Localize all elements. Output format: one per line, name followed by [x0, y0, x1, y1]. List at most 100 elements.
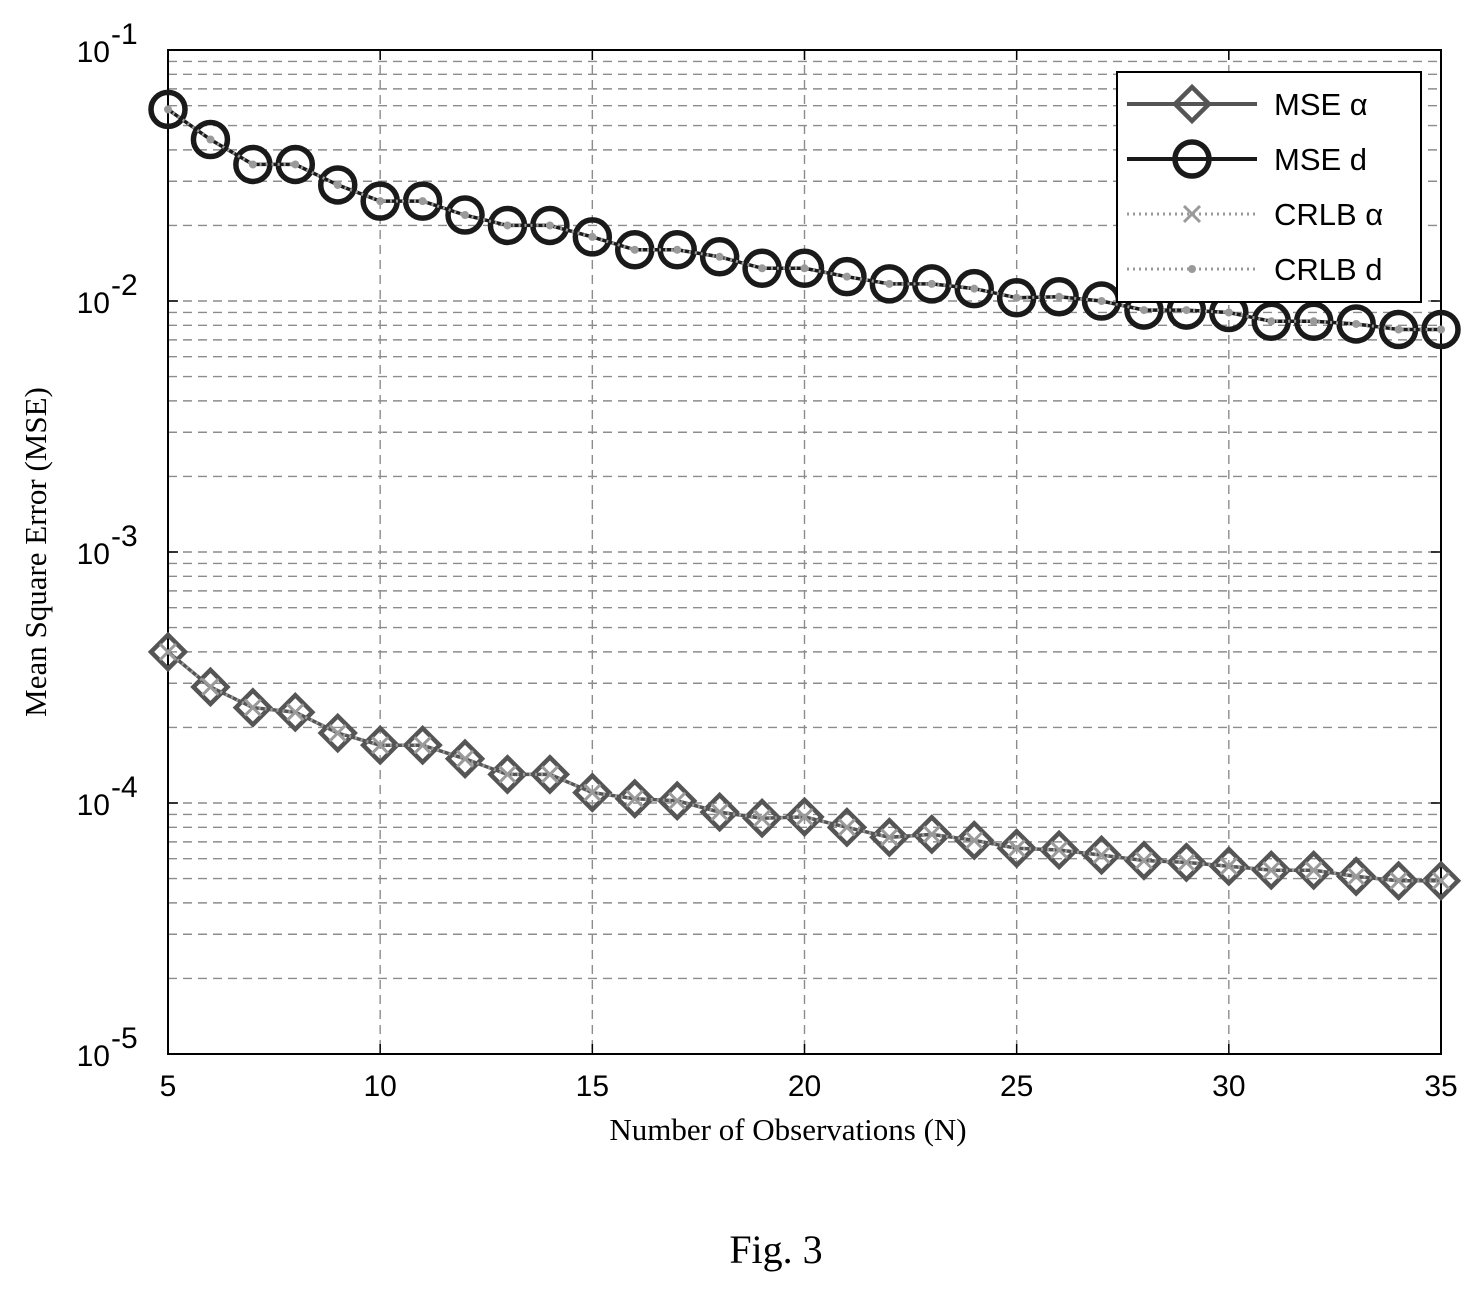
legend-label: CRLB d	[1274, 252, 1383, 287]
marker-diamond	[996, 828, 1037, 869]
marker-diamond	[869, 817, 910, 858]
x-axis-title: Number of Observations (N)	[609, 1112, 966, 1147]
marker-x-stroke	[795, 807, 814, 826]
marker-x	[965, 831, 984, 850]
marker-dot	[927, 279, 936, 288]
marker-diamond	[954, 820, 995, 861]
legend-label: CRLB α	[1274, 197, 1383, 232]
marker-diamond	[190, 666, 231, 708]
marker-x-stroke	[286, 703, 305, 722]
marker-x-stroke	[1389, 871, 1408, 890]
marker-x-stroke	[1219, 857, 1238, 876]
marker-dot	[376, 197, 385, 206]
marker-dot	[164, 105, 172, 114]
grid	[168, 50, 1441, 1054]
marker-dot	[545, 221, 554, 230]
marker-x-stroke	[625, 789, 644, 808]
x-tick-label: 25	[1000, 1070, 1033, 1103]
marker-dot	[1267, 317, 1276, 326]
marker-dot	[970, 284, 979, 293]
marker-diamond	[1081, 834, 1122, 876]
marker-dot	[1309, 317, 1318, 326]
marker-diamond	[614, 778, 655, 819]
marker-dot	[758, 264, 767, 273]
x-tick-label: 15	[576, 1070, 609, 1103]
marker-x-stroke	[922, 825, 941, 844]
marker-x-stroke	[1431, 871, 1451, 890]
marker-x-stroke	[1262, 861, 1281, 880]
y-tick-label: 10	[77, 789, 110, 822]
marker-x-stroke	[965, 831, 984, 850]
y-tick-label: 10	[77, 538, 110, 571]
marker-x	[540, 765, 559, 784]
marker-diamond	[444, 738, 486, 779]
marker-dot	[503, 221, 512, 230]
legend-label: MSE α	[1274, 87, 1368, 122]
marker-diamond	[317, 712, 358, 754]
marker-x-stroke	[1182, 204, 1202, 224]
marker-dot	[800, 264, 809, 273]
marker-x-stroke	[455, 749, 475, 768]
marker-x	[243, 698, 262, 717]
marker-diamond	[1166, 842, 1207, 883]
marker-diamond	[147, 631, 189, 673]
marker-dot	[206, 135, 215, 144]
series-3	[164, 105, 1445, 334]
marker-dot	[885, 279, 894, 288]
marker-dot	[333, 180, 342, 189]
marker-dot	[461, 211, 470, 220]
marker-circle	[190, 119, 231, 160]
marker-x-stroke	[1134, 851, 1154, 870]
marker-x-stroke	[1092, 846, 1111, 865]
figure-caption: Fig. 3	[729, 1227, 822, 1272]
marker-dot	[418, 197, 427, 206]
marker-dot	[1224, 308, 1233, 317]
marker-x	[286, 703, 305, 722]
marker-diamond	[1293, 849, 1334, 891]
marker-circle	[1039, 276, 1079, 317]
marker-diamond	[402, 724, 443, 766]
marker-x	[710, 803, 729, 822]
marker-dot	[1055, 292, 1064, 301]
marker-diamond	[657, 780, 698, 822]
marker-circle	[615, 230, 655, 270]
legend-box	[1116, 71, 1422, 303]
marker-circle	[1336, 304, 1376, 344]
marker-x-stroke	[413, 736, 432, 755]
marker-circle	[827, 256, 867, 297]
marker-circle	[487, 205, 528, 246]
x-tick-label: 10	[363, 1070, 396, 1103]
marker-diamond	[275, 692, 316, 733]
marker-x	[668, 791, 687, 810]
marker-diamond	[529, 754, 571, 795]
marker-diamond	[1378, 860, 1419, 901]
marker-x	[880, 828, 899, 847]
marker-x	[1219, 857, 1238, 876]
y-axis-ticks: 10-110-210-310-410-5	[77, 18, 1441, 1073]
marker-diamond	[1208, 846, 1250, 887]
marker-circle	[402, 181, 443, 221]
x-tick-label: 30	[1212, 1070, 1245, 1103]
marker-diamond	[1171, 83, 1213, 125]
marker-x-stroke	[1347, 867, 1366, 886]
marker-circle	[317, 165, 358, 205]
marker-x	[753, 809, 772, 828]
marker-x-stroke	[498, 765, 517, 784]
marker-circle	[530, 205, 570, 246]
legend-label: MSE d	[1274, 142, 1367, 177]
marker-x-stroke	[1007, 839, 1026, 858]
y-tick-label: 10	[77, 287, 110, 320]
marker-dot	[588, 232, 597, 241]
marker-circle	[233, 144, 273, 185]
marker-x-stroke	[243, 698, 262, 717]
marker-x-stroke	[668, 791, 687, 810]
marker-dot	[1394, 325, 1403, 334]
y-tick-label-exponent: -4	[111, 771, 138, 804]
y-tick-label-exponent: -2	[111, 269, 138, 302]
marker-diamond	[232, 687, 274, 728]
marker-x	[371, 736, 390, 755]
marker-circle	[742, 248, 782, 289]
marker-x	[1304, 861, 1323, 880]
marker-circle	[869, 264, 910, 304]
